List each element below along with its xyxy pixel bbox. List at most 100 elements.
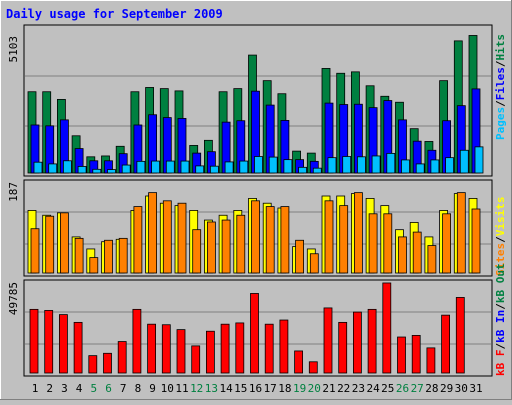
sites-bar xyxy=(89,257,99,274)
x-tick-label: 9 xyxy=(149,382,156,395)
chart-bars xyxy=(27,35,484,374)
kb-bar xyxy=(147,323,157,374)
pages-bar xyxy=(180,160,190,174)
pages-bar xyxy=(312,167,322,174)
sites-bar xyxy=(60,212,69,274)
pages-bar xyxy=(33,161,43,174)
x-axis-day-labels: 1 2 3 4 5 6 7 8 9 10 11 12 13 14 15 16 17 18 19 20 21 22 23 24 2… xyxy=(32,382,483,395)
pages-bar xyxy=(430,159,440,174)
kb-bar xyxy=(279,319,289,374)
kb-bar xyxy=(59,314,68,374)
pages-bar xyxy=(165,160,175,174)
visits-legend-item: Visits xyxy=(494,197,507,237)
sites-bar xyxy=(368,213,378,274)
hits-legend-separator: / xyxy=(494,100,507,107)
kb-legend-item: kB F xyxy=(494,350,507,377)
kb-legend: kB F/kB In/kB Out xyxy=(494,263,507,376)
kb-bar xyxy=(441,314,451,374)
x-tick-label: 5 xyxy=(90,382,97,395)
x-tick-label: 11 xyxy=(175,382,188,395)
sites-bar xyxy=(295,239,305,274)
pages-bar xyxy=(371,155,381,174)
pages-bar xyxy=(195,165,205,174)
hits-legend-item: Files xyxy=(494,67,507,100)
hits-legend-item: Hits xyxy=(494,34,507,61)
x-tick-label: 20 xyxy=(308,382,321,395)
kb-bar xyxy=(73,321,83,374)
pages-bar xyxy=(254,156,263,174)
kb-bar xyxy=(161,324,171,374)
pages-bar xyxy=(239,160,249,174)
x-tick-label: 28 xyxy=(425,382,438,395)
hits-legend-item: Pages xyxy=(494,107,507,140)
sites-bar xyxy=(251,200,260,274)
hits-legend-separator: / xyxy=(494,60,507,67)
x-tick-label: 14 xyxy=(219,382,233,395)
visits-legend-separator: / xyxy=(494,236,507,243)
sites-bar xyxy=(74,237,84,274)
sites-bar xyxy=(383,213,393,274)
kb-bar xyxy=(176,329,186,374)
sites-bar xyxy=(442,213,452,274)
kb-bar xyxy=(367,308,377,374)
kb-bar xyxy=(426,347,436,374)
sites-bar xyxy=(412,231,422,274)
sites-bar xyxy=(236,214,246,274)
pages-bar xyxy=(151,160,161,174)
sites-bar xyxy=(104,239,113,274)
kb-bar xyxy=(88,355,98,374)
sites-bar xyxy=(471,208,481,274)
sites-bar xyxy=(324,200,334,274)
kb-bar xyxy=(264,323,274,374)
kb-bar xyxy=(191,345,201,374)
pages-bar xyxy=(136,160,146,174)
sites-bar xyxy=(280,206,290,274)
x-tick-label: 26 xyxy=(396,382,409,395)
x-tick-label: 15 xyxy=(234,382,247,395)
pages-bar xyxy=(474,146,484,174)
sites-bar xyxy=(133,206,143,274)
pages-bar xyxy=(401,159,410,174)
pages-bar xyxy=(224,161,234,174)
sites-bar xyxy=(427,245,437,274)
kb-bar xyxy=(455,297,465,374)
pages-bar xyxy=(342,156,352,174)
kb-bar xyxy=(103,352,112,374)
kb-panel-max-label: 49785 xyxy=(7,282,20,315)
x-tick-label: 10 xyxy=(161,382,174,395)
pages-bar xyxy=(121,164,131,174)
sites-bar xyxy=(353,192,363,274)
sites-bar xyxy=(339,205,349,274)
x-tick-label: 19 xyxy=(293,382,306,395)
visits-legend-item: Sites xyxy=(494,243,507,276)
kb-legend-item: kB In xyxy=(494,310,507,343)
x-tick-label: 8 xyxy=(135,382,142,395)
pages-bar xyxy=(459,149,469,174)
pages-bar xyxy=(356,156,366,174)
x-tick-label: 31 xyxy=(469,382,482,395)
x-tick-label: 24 xyxy=(366,382,380,395)
pages-bar xyxy=(92,168,102,174)
x-tick-label: 25 xyxy=(381,382,394,395)
sites-bar xyxy=(398,236,407,274)
x-tick-label: 1 xyxy=(32,382,39,395)
sites-bar xyxy=(148,192,158,274)
x-tick-label: 16 xyxy=(249,382,262,395)
x-tick-label: 22 xyxy=(337,382,350,395)
kb-bar xyxy=(338,321,348,374)
pages-bar xyxy=(298,166,308,174)
sites-bar xyxy=(456,192,466,274)
x-tick-label: 21 xyxy=(322,382,335,395)
kb-bar xyxy=(294,350,304,374)
x-tick-label: 7 xyxy=(120,382,127,395)
pages-bar xyxy=(77,166,87,174)
x-tick-label: 30 xyxy=(455,382,468,395)
x-tick-label: 13 xyxy=(205,382,218,395)
sites-bar xyxy=(221,219,231,274)
pages-bar xyxy=(283,159,293,174)
x-tick-label: 4 xyxy=(76,382,83,395)
kb-bar xyxy=(44,310,54,374)
